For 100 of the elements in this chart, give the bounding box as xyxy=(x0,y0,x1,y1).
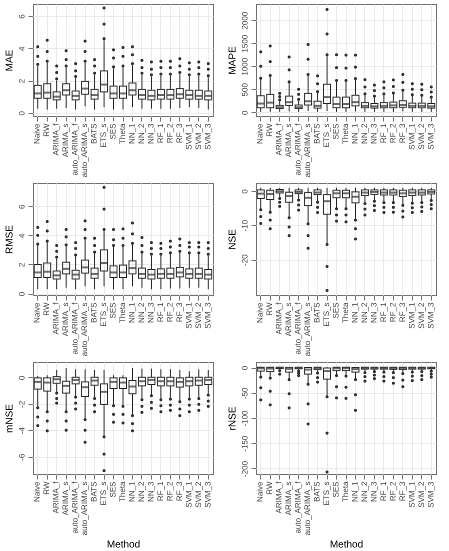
x-tick-label: auto_ARIMA_f xyxy=(70,480,80,534)
x-tick-label: RF_3 xyxy=(398,302,407,322)
x-tick-label: Theta xyxy=(118,302,127,323)
x-tick-label: ETS_s xyxy=(322,302,332,327)
x-tick-label: NN_1 xyxy=(127,302,136,323)
y-axis-title: mNSE xyxy=(4,404,16,433)
x-tick-label: Naive xyxy=(32,122,42,144)
x-tick-label: RF_3 xyxy=(398,122,407,144)
x-tick-label: SES xyxy=(332,302,341,319)
x-tick-label: BATS xyxy=(90,482,99,502)
x-tick-label: SVM_2 xyxy=(194,122,203,150)
x-tick-label: RF_3 xyxy=(174,480,184,502)
y-tick-label: 0 xyxy=(18,110,26,116)
x-tick-label: NN_3 xyxy=(146,480,156,502)
y-tick-label: 0 xyxy=(18,374,26,380)
x-tick-label: NN_2 xyxy=(360,480,369,502)
x-tick-label: RW xyxy=(42,302,52,316)
x-tick-label: NN_2 xyxy=(360,122,369,144)
x-tick-label: SVM_2 xyxy=(416,302,426,329)
x-tick-label: ETS_s xyxy=(322,124,332,148)
x-tick-label: Naive xyxy=(32,302,42,323)
x-tick-label: auto_ARIMA_s xyxy=(303,124,312,178)
y-axis-title: rNSE xyxy=(228,406,238,430)
x-tick-label: Theta xyxy=(341,302,350,323)
x-tick-label: RW xyxy=(42,481,52,495)
x-tick-label: Theta xyxy=(118,122,127,144)
y-tick-label: -2 xyxy=(18,400,26,408)
x-tick-label: SVM_3 xyxy=(203,480,212,508)
x-tick-label: Naive xyxy=(32,480,42,502)
x-tick-label: SVM_3 xyxy=(426,122,436,150)
x-tick-label: NN_2 xyxy=(360,302,369,323)
x-tick-label: RF_1 xyxy=(156,122,165,144)
x-tick-label: auto_ARIMA_s xyxy=(80,482,90,536)
x-tick-label: RF_2 xyxy=(165,480,174,502)
x-tick-label: ARIMA_s xyxy=(61,302,70,336)
y-tick-label: 0 xyxy=(18,291,26,296)
x-tick-label: SVM_1 xyxy=(407,122,416,150)
x-tick-label: auto_ARIMA_s xyxy=(80,302,90,356)
x-tick-label: SVM_2 xyxy=(194,480,203,508)
x-tick-label: NN_3 xyxy=(369,480,378,502)
x-tick-label: ARIMA_f xyxy=(52,302,61,335)
x-tick-label: SVM_3 xyxy=(203,122,212,150)
x-tick-label: SVM_2 xyxy=(194,302,203,329)
y-tick-label: -10 xyxy=(240,219,250,232)
y-tick-label: 500 xyxy=(240,82,250,96)
x-tick-label: SES xyxy=(108,124,118,140)
x-tick-label: auto_ARIMA_s xyxy=(303,482,312,536)
x-axis-title: Method xyxy=(330,539,364,550)
x-tick-label: ARIMA_f xyxy=(274,480,284,514)
x-tick-label: SVM_1 xyxy=(184,302,194,329)
x-tick-label: SVM_3 xyxy=(426,302,436,329)
x-tick-label: auto_ARIMA_s xyxy=(303,302,312,356)
y-tick-label: 2 xyxy=(18,78,26,84)
x-tick-label: Theta xyxy=(118,480,127,502)
x-tick-label: RW xyxy=(265,481,274,495)
x-tick-label: ETS_s xyxy=(99,302,108,327)
y-tick-label: -4 xyxy=(18,426,26,434)
x-tick-label: RF_3 xyxy=(174,122,184,144)
x-tick-label: ETS_s xyxy=(322,482,332,506)
y-tick-label: 0 xyxy=(240,110,250,116)
x-tick-label: auto_ARIMA_f xyxy=(70,122,80,176)
x-tick-label: SES xyxy=(108,482,118,498)
x-tick-label: ARIMA_f xyxy=(52,122,61,156)
x-tick-label: auto_ARIMA_s xyxy=(80,124,90,178)
x-tick-label: BATS xyxy=(312,302,322,323)
x-tick-label: BATS xyxy=(312,124,322,144)
y-tick-label: 6 xyxy=(18,14,26,19)
x-tick-label: ARIMA_s xyxy=(61,482,70,516)
x-tick-label: ARIMA_s xyxy=(284,482,294,516)
x-tick-label: RW xyxy=(42,123,52,137)
x-tick-label: ETS_s xyxy=(99,482,108,506)
x-tick-label: auto_ARIMA_f xyxy=(70,302,80,355)
y-tick-label: 4 xyxy=(18,46,26,52)
x-tick-label: ARIMA_f xyxy=(52,480,61,514)
x-tick-label: NN_3 xyxy=(146,122,156,144)
x-tick-label: NN_1 xyxy=(350,480,360,502)
y-tick-label: 1000 xyxy=(240,57,250,76)
x-tick-label: SVM_3 xyxy=(203,302,212,329)
x-tick-label: RF_3 xyxy=(174,302,184,322)
y-tick-label: -6 xyxy=(18,453,26,461)
x-tick-label: SVM_3 xyxy=(426,480,436,508)
x-tick-label: SES xyxy=(108,302,118,319)
y-tick-label: 2 xyxy=(18,262,26,268)
x-tick-label: RF_2 xyxy=(388,480,398,502)
x-tick-label: Naive xyxy=(256,122,265,144)
x-tick-label: NN_1 xyxy=(127,122,136,144)
y-tick-label: 0 xyxy=(240,365,250,370)
x-tick-label: RF_2 xyxy=(165,302,174,322)
x-tick-label: RF_1 xyxy=(378,480,388,502)
x-axis-title: Method xyxy=(106,539,140,550)
x-tick-label: auto_ARIMA_f xyxy=(294,122,303,176)
x-tick-label: RF_1 xyxy=(156,302,165,322)
x-tick-label: NN_3 xyxy=(146,302,156,323)
y-axis-title: MAE xyxy=(4,49,16,72)
x-tick-label: BATS xyxy=(90,124,99,144)
x-tick-label: Naive xyxy=(256,302,265,323)
x-tick-label: NN_2 xyxy=(136,480,146,502)
x-tick-label: ARIMA_f xyxy=(274,122,284,156)
x-tick-label: BATS xyxy=(90,302,99,323)
x-tick-label: NN_1 xyxy=(350,302,360,323)
